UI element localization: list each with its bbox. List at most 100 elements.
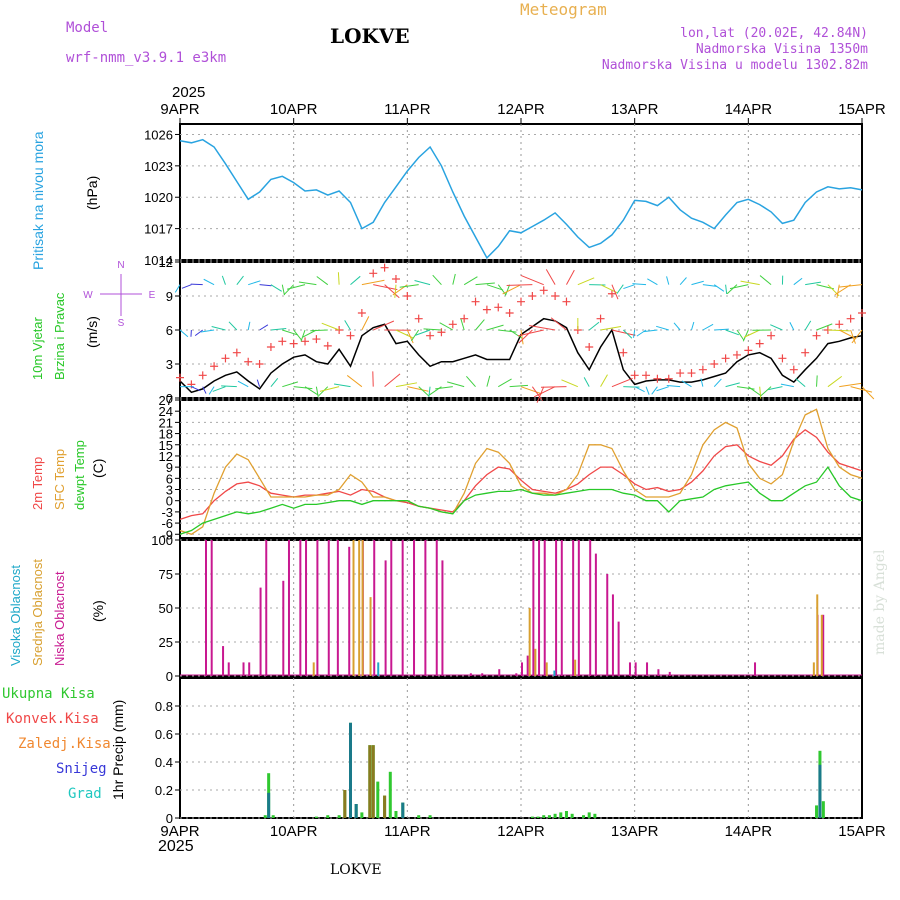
wind-arrow xyxy=(407,386,429,392)
gust-marker xyxy=(642,371,651,380)
wind-arrow xyxy=(221,275,226,285)
wind-arrow xyxy=(418,386,430,397)
wind-arrow xyxy=(651,386,658,395)
model-elevation-label: Nadmorska Visina u modelu 1302.82m xyxy=(601,58,868,73)
wind-arrow xyxy=(725,329,740,336)
cloud-bar-low xyxy=(498,669,501,676)
wind-arrow xyxy=(395,382,418,388)
cloud-bar-low xyxy=(435,540,438,676)
wind-arrow xyxy=(259,284,272,287)
wind-arrow xyxy=(850,329,856,344)
wind-arrow xyxy=(518,329,533,344)
cloud-bar-low xyxy=(373,540,376,676)
x-tick-label-top: 9APR xyxy=(160,101,199,118)
precip-bar-total xyxy=(271,815,275,818)
precip-bar-total xyxy=(570,813,574,818)
year-bottom: 2025 xyxy=(158,838,194,855)
wind-arrow xyxy=(616,284,624,294)
cloud-bar-low xyxy=(305,540,308,676)
precip-legend-snow: Snijeg xyxy=(56,761,107,777)
y-tick-label-temp: 0 xyxy=(166,494,173,509)
wind-arrow xyxy=(611,284,619,300)
precip-bar-snow xyxy=(818,764,822,818)
wind-arrow xyxy=(384,373,401,388)
wind-arrow xyxy=(373,284,398,291)
wind-arrow xyxy=(174,284,181,293)
wind-arrow xyxy=(304,386,319,396)
temp-line-1 xyxy=(179,408,863,536)
wind-arrow xyxy=(643,329,658,333)
cloud-bar-low xyxy=(668,671,671,676)
compass-w: W xyxy=(83,290,93,301)
wind-arrow xyxy=(282,329,298,336)
precip-bar-total xyxy=(428,815,432,818)
model-name: wrf-nmm_v3.9.1 e3km xyxy=(66,50,227,66)
wind-arrow xyxy=(221,385,237,388)
gust-marker xyxy=(585,343,594,351)
gust-marker xyxy=(380,263,389,272)
cloud-bar-low xyxy=(572,540,575,676)
wind-arrow xyxy=(647,278,658,286)
wind-arrow xyxy=(286,284,306,290)
wind-arrow xyxy=(373,320,395,331)
cloud-bar-low xyxy=(634,662,637,676)
wind-arrow xyxy=(583,377,590,387)
cloud-bar-low xyxy=(515,673,518,676)
y-tick-label-precip: 0.6 xyxy=(155,727,173,742)
wind-arrow xyxy=(861,386,875,400)
wind-arrow xyxy=(679,277,687,285)
gust-marker xyxy=(289,339,298,348)
wind-arrow xyxy=(622,329,633,339)
precip-bar-total xyxy=(326,815,330,818)
cloud-bar-mid xyxy=(312,662,315,676)
meteogram-label: Meteogram xyxy=(520,0,607,19)
gust-marker xyxy=(346,331,355,340)
gust-marker xyxy=(778,354,787,363)
gust-marker xyxy=(517,297,525,306)
y-tick-label-temp: -9 xyxy=(161,527,173,542)
wind-arrow xyxy=(725,284,728,295)
cloud-bar-mid xyxy=(816,594,819,676)
wind-arrow xyxy=(344,320,351,331)
wind-arrow xyxy=(623,284,635,290)
gust-marker xyxy=(789,365,798,374)
cloud-bar-low xyxy=(555,540,558,676)
gust-marker xyxy=(210,362,219,371)
cloud-bar-low xyxy=(611,594,614,676)
y-tick-label-temp: 24 xyxy=(159,404,173,419)
precip-bar-total xyxy=(536,816,540,818)
precip-bar-total xyxy=(263,815,267,818)
cloud-bar-low xyxy=(594,553,597,676)
compass-cross xyxy=(100,274,142,316)
gust-marker xyxy=(426,331,435,340)
wind-arrow xyxy=(760,386,772,397)
wind-arrow xyxy=(270,284,282,292)
gust-marker xyxy=(232,348,241,357)
gust-marker xyxy=(369,269,378,278)
wind-arrow xyxy=(713,378,722,388)
wind-arrow xyxy=(768,386,783,391)
wind-arrow xyxy=(439,322,454,331)
cloud-bar-low xyxy=(390,540,393,676)
cloud-bar-low xyxy=(617,621,620,676)
x-tick-label-bottom: 10APR xyxy=(270,823,318,840)
wind-arrow xyxy=(486,284,504,291)
wind-arrow xyxy=(410,329,420,342)
y-tick-label-temp: 3 xyxy=(166,483,173,498)
wind-arrow xyxy=(321,322,340,331)
wind-arrow xyxy=(432,274,442,286)
y-tick-label-temp: 9 xyxy=(166,460,173,475)
gust-marker xyxy=(528,292,537,300)
wind-arrow xyxy=(509,384,529,388)
wind-arrow xyxy=(475,282,495,286)
wind-arrow xyxy=(228,321,238,331)
cloud-bar-mid xyxy=(574,659,577,676)
precip-legend-conv: Konvek.Kisa xyxy=(6,711,99,727)
wind-speed-line xyxy=(179,317,863,394)
wind-arrow xyxy=(520,386,542,395)
y-tick-label-cloud: 0 xyxy=(166,669,173,684)
wind-arrow xyxy=(656,386,669,392)
wind-arrow xyxy=(212,386,226,392)
y-tick-label-temp: 21 xyxy=(159,415,173,430)
